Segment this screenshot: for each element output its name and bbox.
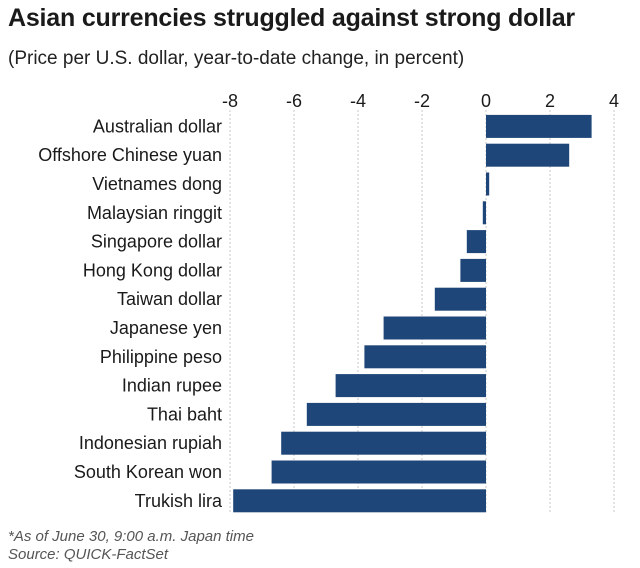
bar: [281, 431, 486, 455]
category-label: South Korean won: [74, 462, 222, 482]
bar: [233, 489, 486, 513]
category-label: Malaysian ringgit: [87, 203, 222, 223]
category-label: Singapore dollar: [91, 232, 222, 252]
x-axis-ticks: -8 -6 -4 -2 0 2 4: [222, 91, 619, 111]
category-label: Hong Kong dollar: [83, 260, 222, 280]
category-labels: Australian dollar Offshore Chinese yuan Vi…: [38, 116, 223, 510]
x-tick-label: 4: [609, 91, 619, 111]
bar: [383, 316, 486, 340]
x-tick-label: -2: [414, 91, 430, 111]
bar: [482, 201, 486, 225]
bar: [335, 374, 486, 398]
bar: [364, 345, 486, 369]
x-tick-label: -8: [222, 91, 238, 111]
category-label: Taiwan dollar: [117, 289, 222, 309]
category-label: Philippine peso: [100, 347, 222, 367]
chart-subtitle: (Price per U.S. dollar, year-to-date cha…: [8, 48, 465, 69]
category-label: Thai baht: [147, 404, 222, 424]
footnote: *As of June 30, 9:00 a.m. Japan time: [8, 528, 254, 545]
bar: [460, 258, 486, 282]
x-tick-label: 0: [481, 91, 491, 111]
x-tick-label: -6: [286, 91, 302, 111]
bar: [486, 172, 490, 196]
category-label: Trukish lira: [135, 491, 223, 511]
bar: [466, 230, 486, 254]
bar: [271, 460, 486, 484]
bar: [486, 143, 570, 167]
chart-title: Asian currencies struggled against stron…: [8, 4, 575, 32]
source-note: Source: QUICK-FactSet: [8, 546, 169, 563]
category-label: Offshore Chinese yuan: [38, 145, 222, 165]
x-tick-label: -4: [350, 91, 366, 111]
category-label: Japanese yen: [110, 318, 222, 338]
category-label: Vietnames dong: [92, 174, 222, 194]
bar: [434, 287, 486, 311]
category-label: Indonesian rupiah: [79, 433, 222, 453]
bars: [233, 114, 592, 513]
category-label: Indian rupee: [122, 376, 222, 396]
bar: [486, 114, 592, 138]
x-tick-label: 2: [545, 91, 555, 111]
category-label: Australian dollar: [93, 116, 222, 136]
bar: [306, 402, 486, 426]
gridlines: [229, 110, 615, 513]
